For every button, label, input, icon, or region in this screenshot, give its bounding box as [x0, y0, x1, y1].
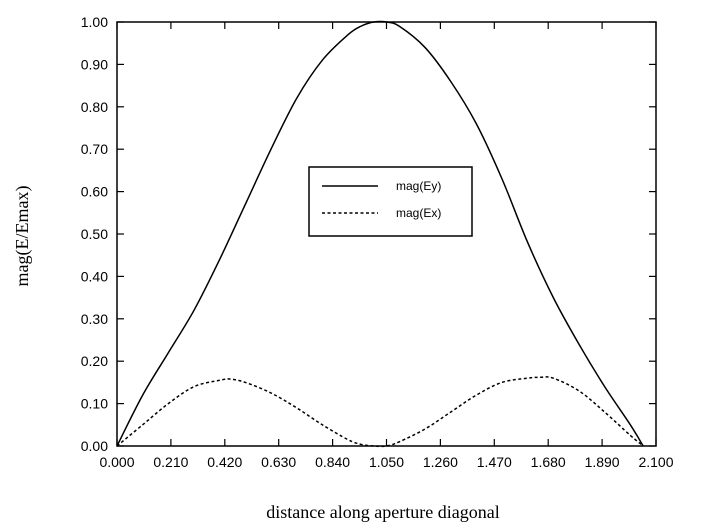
x-tick-label: 1.260 — [423, 454, 458, 470]
y-tick-label: 0.90 — [81, 56, 108, 72]
x-tick-label: 0.000 — [99, 454, 134, 470]
x-tick-label: 1.050 — [369, 454, 404, 470]
plot-frame — [116, 21, 657, 447]
y-tick-label: 0.00 — [81, 438, 108, 454]
legend-label-mag-ey: mag(Ey) — [396, 179, 441, 193]
y-tick-label: 0.10 — [81, 396, 108, 412]
x-tick-label: 2.100 — [638, 454, 673, 470]
legend: mag(Ey) mag(Ex) — [308, 166, 473, 237]
legend-box — [308, 166, 473, 237]
y-tick-label: 0.70 — [81, 141, 108, 157]
x-tick-label: 0.420 — [207, 454, 242, 470]
y-tick-label: 0.60 — [81, 184, 108, 200]
x-tick-label: 0.840 — [315, 454, 350, 470]
x-tick-labels: 0.000 0.210 0.420 0.630 0.840 1.050 1.260 1.470… — [99, 454, 673, 470]
y-tick-label: 1.00 — [81, 14, 108, 30]
x-tick-label: 1.890 — [585, 454, 620, 470]
x-tick-label: 1.680 — [531, 454, 566, 470]
y-tick-label: 0.20 — [81, 353, 108, 369]
y-tick-label: 0.30 — [81, 311, 108, 327]
y-tick-label: 0.80 — [81, 99, 108, 115]
y-tick-label: 0.50 — [81, 226, 108, 242]
legend-label-mag-ex: mag(Ex) — [396, 206, 441, 220]
y-tick-labels: 0.00 0.10 0.20 0.30 0.40 0.50 0.60 0.70 0.80 0.90… — [81, 14, 108, 454]
x-tick-label: 1.470 — [477, 454, 512, 470]
y-axis-title: mag(E/Emax) — [12, 186, 33, 287]
series-line-mag-ex — [116, 376, 644, 448]
x-tick-label: 0.630 — [261, 454, 296, 470]
y-tick-label: 0.40 — [81, 268, 108, 284]
x-axis-title: distance along aperture diagonal — [266, 502, 499, 522]
x-tick-label: 0.210 — [153, 454, 188, 470]
